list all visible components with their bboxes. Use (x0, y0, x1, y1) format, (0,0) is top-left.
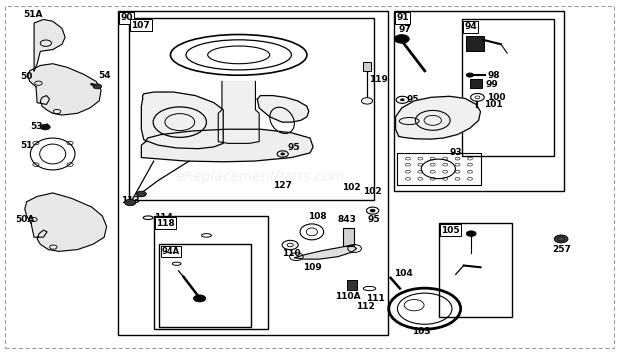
Bar (466, 36, 484, 51)
Text: 93: 93 (450, 148, 462, 158)
Circle shape (554, 235, 568, 243)
Text: 97: 97 (398, 25, 411, 34)
Text: 113: 113 (121, 195, 140, 205)
Polygon shape (141, 129, 313, 162)
Circle shape (401, 99, 404, 101)
Text: 54: 54 (98, 71, 110, 80)
Circle shape (361, 98, 373, 104)
Circle shape (193, 295, 206, 302)
Text: 109: 109 (303, 263, 321, 272)
Circle shape (136, 191, 146, 197)
Text: 118: 118 (156, 219, 175, 228)
Polygon shape (28, 64, 101, 115)
Bar (118, 11, 388, 335)
Text: 99: 99 (485, 80, 498, 89)
Text: 119: 119 (370, 75, 388, 84)
Text: 90: 90 (120, 13, 133, 22)
Bar (159, 244, 251, 327)
Text: 114: 114 (154, 213, 172, 222)
Circle shape (281, 153, 285, 155)
Text: 843: 843 (338, 215, 356, 224)
Circle shape (394, 35, 409, 43)
Text: 110A: 110A (335, 292, 360, 301)
Circle shape (466, 231, 476, 236)
Circle shape (370, 209, 375, 212)
Text: 51: 51 (20, 141, 33, 150)
Text: 108: 108 (308, 212, 327, 221)
Polygon shape (257, 96, 309, 122)
Bar (363, 62, 371, 71)
Text: 111: 111 (366, 294, 385, 303)
Bar (462, 19, 554, 156)
Text: 107: 107 (131, 21, 150, 29)
Text: 98: 98 (487, 70, 500, 80)
Polygon shape (141, 92, 223, 149)
Text: 94: 94 (464, 22, 477, 31)
Text: 91: 91 (396, 13, 409, 22)
Text: 110: 110 (282, 249, 301, 258)
Text: 105: 105 (441, 226, 460, 235)
Text: 104: 104 (394, 269, 412, 278)
Text: 53: 53 (30, 122, 42, 131)
Text: 127: 127 (273, 181, 291, 190)
Text: 103: 103 (412, 327, 431, 336)
Text: 100: 100 (487, 93, 505, 102)
Text: eReplacementParts.com: eReplacementParts.com (175, 170, 345, 184)
Text: 101: 101 (484, 100, 502, 109)
Polygon shape (218, 81, 259, 143)
Text: 257: 257 (552, 245, 570, 254)
Circle shape (93, 84, 102, 89)
Bar (343, 228, 354, 246)
Text: 50: 50 (20, 72, 33, 81)
Text: 96: 96 (396, 126, 408, 135)
Bar (129, 18, 374, 200)
Bar (470, 79, 482, 88)
Bar (394, 11, 564, 191)
Text: 102: 102 (363, 187, 381, 196)
Text: 112: 112 (356, 302, 374, 311)
Circle shape (125, 199, 136, 206)
Polygon shape (34, 19, 65, 71)
Polygon shape (294, 245, 356, 259)
Text: 102: 102 (342, 183, 360, 192)
Bar (439, 223, 512, 317)
Text: 95: 95 (287, 143, 299, 152)
Polygon shape (396, 96, 480, 139)
Text: 51A: 51A (23, 11, 42, 19)
Text: 95: 95 (367, 215, 379, 224)
Polygon shape (25, 193, 107, 251)
Text: 50A: 50A (16, 215, 35, 224)
Circle shape (40, 124, 50, 130)
Text: 94A: 94A (162, 247, 180, 256)
Text: 95: 95 (406, 95, 419, 104)
Bar (154, 216, 268, 329)
Bar (347, 280, 356, 290)
Circle shape (466, 73, 474, 77)
